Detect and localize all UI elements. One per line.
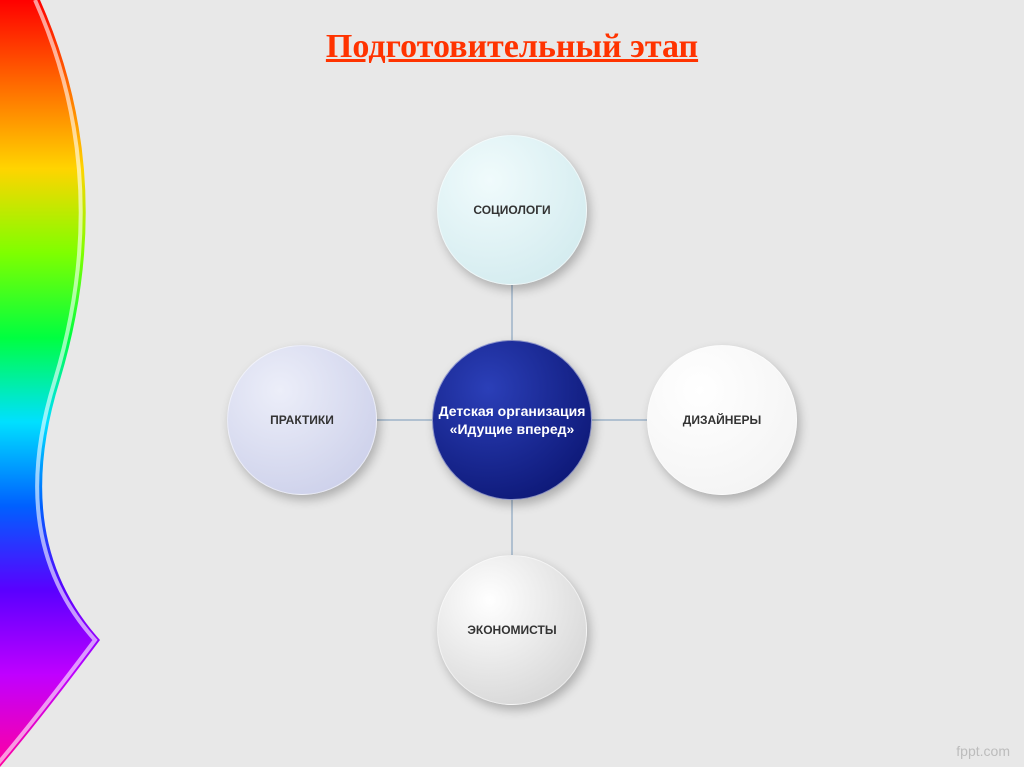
watermark: fppt.com	[956, 743, 1010, 759]
connector-right	[592, 419, 647, 421]
radial-diagram: СОЦИОЛОГИ ДИЗАЙНЕРЫ ЭКОНОМИСТЫ ПРАКТИКИ …	[0, 0, 1024, 767]
node-bottom-label: ЭКОНОМИСТЫ	[459, 615, 564, 645]
node-left-label: ПРАКТИКИ	[262, 405, 342, 435]
node-left: ПРАКТИКИ	[227, 345, 377, 495]
node-top-label: СОЦИОЛОГИ	[465, 195, 558, 225]
node-right: ДИЗАЙНЕРЫ	[647, 345, 797, 495]
center-node: Детская организация «Идущие вперед»	[432, 340, 592, 500]
node-right-label: ДИЗАЙНЕРЫ	[675, 405, 769, 435]
node-bottom: ЭКОНОМИСТЫ	[437, 555, 587, 705]
node-top: СОЦИОЛОГИ	[437, 135, 587, 285]
connector-top	[511, 285, 513, 340]
center-node-label: Детская организация «Идущие вперед»	[433, 402, 591, 438]
connector-left	[377, 419, 432, 421]
connector-bottom	[511, 500, 513, 555]
